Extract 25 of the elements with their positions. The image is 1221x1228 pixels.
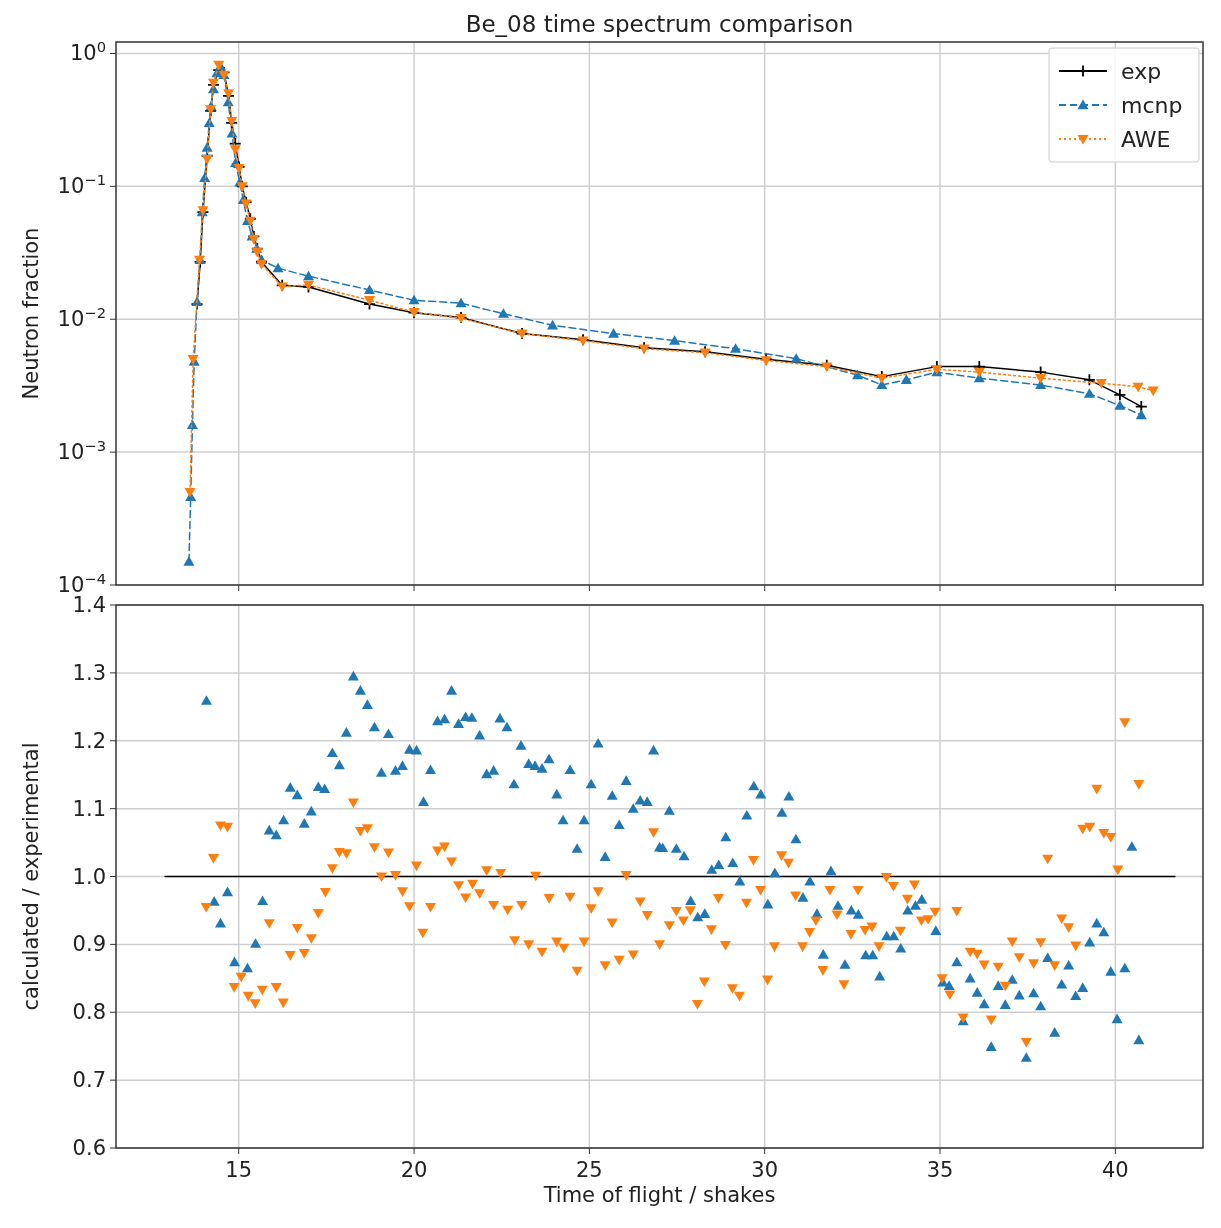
- x-tick-label: 20: [400, 1158, 428, 1182]
- chart-title: Be_08 time spectrum comparison: [465, 11, 854, 37]
- y-axis-title: Neutron fraction: [19, 227, 43, 400]
- y-tick-label: 10$^{0}$: [69, 37, 106, 66]
- x-tick-label: 25: [576, 1158, 603, 1182]
- y-tick-label: 0.8: [72, 1000, 106, 1025]
- y-tick-label: 0.7: [72, 1068, 106, 1093]
- y-tick-label: 10$^{−1}$: [57, 170, 106, 199]
- legend-label: exp: [1121, 59, 1162, 84]
- y-tick-label: 1.2: [72, 728, 106, 753]
- x-tick-label: 35: [926, 1158, 954, 1182]
- y-tick-label: 0.9: [72, 932, 106, 957]
- y-tick-label: 10$^{−2}$: [57, 303, 106, 332]
- y-tick-label: 10$^{−3}$: [57, 436, 106, 465]
- y-tick-label: 1.0: [72, 864, 106, 889]
- x-tick-label: 40: [1101, 1158, 1129, 1182]
- x-tick-label: 30: [751, 1158, 779, 1182]
- y-axis-title: calculated / experimental: [19, 742, 43, 1011]
- y-tick-label: 0.6: [72, 1136, 106, 1160]
- legend-label: AWE: [1121, 127, 1171, 152]
- x-tick-label: 15: [225, 1158, 253, 1182]
- y-tick-label: 1.3: [72, 660, 106, 685]
- legend-label: mcnp: [1121, 93, 1183, 118]
- y-tick-label: 1.1: [72, 796, 106, 821]
- x-axis-title: Time of flight / shakes: [542, 1183, 776, 1207]
